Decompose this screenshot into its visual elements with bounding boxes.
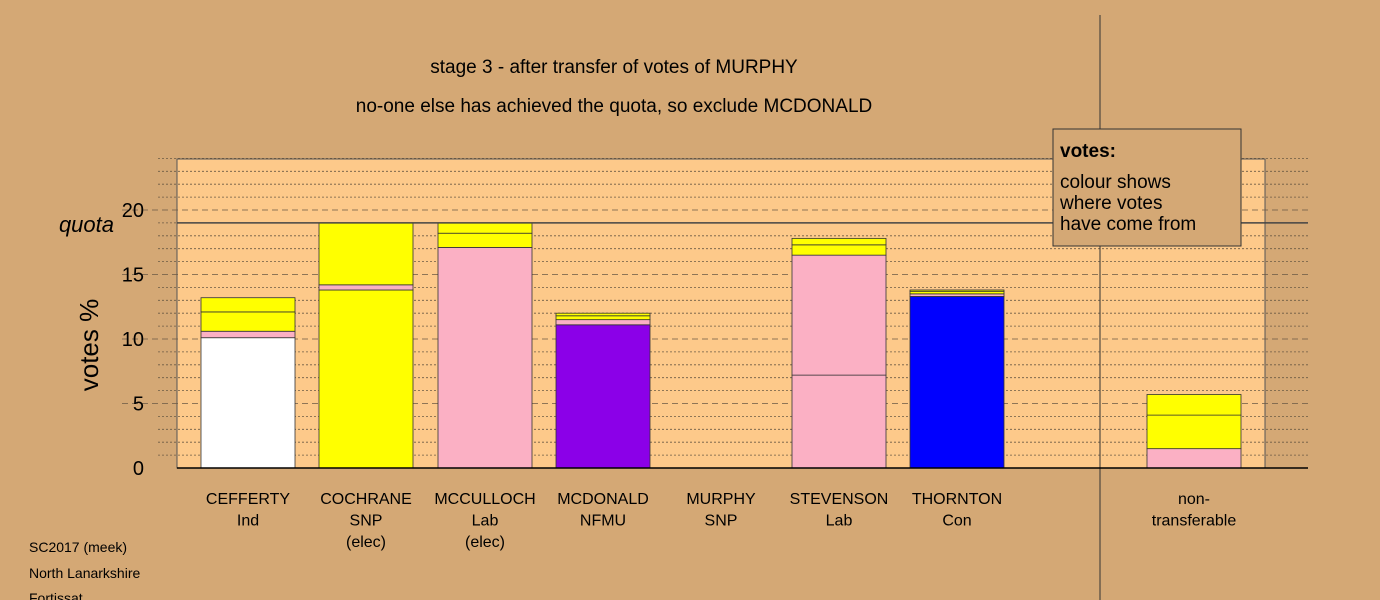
bar-segment	[555, 324, 651, 469]
legend-background	[1052, 128, 1242, 247]
y-axis-label: votes %	[74, 299, 104, 392]
bar-segment	[791, 374, 887, 469]
bar-segment	[437, 232, 533, 248]
bar-segment	[555, 319, 651, 326]
x-tick-label: Con	[942, 513, 971, 530]
legend-heading: votes:	[1060, 141, 1116, 162]
x-tick-label: SNP	[705, 513, 738, 530]
x-tick-label: Lab	[826, 513, 853, 530]
x-tick-label: non-	[1178, 491, 1210, 508]
bar-segment	[555, 315, 651, 321]
bar-segment	[200, 311, 296, 332]
y-tick-label: 10	[122, 329, 144, 351]
bar-segment	[437, 247, 533, 469]
y-tick-label: 20	[122, 200, 144, 222]
y-ticks: 0 5 10 15 20	[122, 200, 144, 480]
bar-segment	[909, 289, 1005, 292]
x-tick-label: Ind	[237, 513, 259, 530]
footer-line-1: SC2017 (meek)	[29, 539, 127, 555]
x-tick-label: SNP	[350, 513, 383, 530]
chart-subtitle: no-one else has achieved the quota, so e…	[356, 96, 872, 117]
x-tick-label: transferable	[1152, 513, 1237, 530]
x-tick-label: MCDONALD	[557, 491, 649, 508]
footer-line-3: Fortissat	[29, 590, 83, 600]
footer-line-2: North Lanarkshire	[29, 565, 140, 581]
legend-line-2: where votes	[1059, 193, 1162, 214]
bar-segment	[791, 237, 887, 246]
bar-segment	[1146, 394, 1242, 416]
bar-segment	[200, 337, 296, 469]
x-tick-label: MCCULLOCH	[434, 491, 535, 508]
x-tick-label: (elec)	[346, 534, 386, 551]
x-tick-label: MURPHY	[686, 491, 756, 508]
chart-title: stage 3 - after transfer of votes of MUR…	[430, 57, 798, 78]
quota-label: quota	[59, 212, 114, 237]
x-tick-label: THORNTON	[912, 491, 1002, 508]
bar-segment	[318, 222, 414, 286]
bar-segment	[200, 330, 296, 339]
legend-line-1: colour shows	[1060, 172, 1171, 193]
x-tick-label: COCHRANE	[320, 491, 412, 508]
bar-segment	[909, 296, 1005, 469]
x-tick-label: Lab	[472, 513, 499, 530]
y-tick-label: 0	[133, 458, 144, 480]
x-tick-label: STEVENSON	[790, 491, 889, 508]
legend-line-3: have come from	[1060, 214, 1196, 235]
bar-segment	[791, 254, 887, 376]
bar-segment	[318, 284, 414, 291]
y-tick-label: 5	[133, 394, 144, 416]
x-tick-label: NFMU	[580, 513, 626, 530]
x-tick-label: CEFFERTY	[206, 491, 290, 508]
x-labels: CEFFERTY Ind COCHRANE SNP (elec) MCCULLOCH Lab…	[206, 491, 1236, 551]
y-tick-label: 15	[122, 265, 144, 287]
bar-segment	[555, 312, 651, 317]
bar-segment	[791, 244, 887, 256]
bar-segment	[1146, 448, 1242, 469]
bars	[200, 222, 1242, 469]
x-tick-label: (elec)	[465, 534, 505, 551]
bar-segment	[200, 297, 296, 313]
bar-segment	[437, 222, 533, 234]
legend-box: votes: colour shows where votes have com…	[1052, 128, 1242, 247]
bar-segment	[318, 289, 414, 469]
bar-segment	[1146, 414, 1242, 450]
gridlines	[122, 157, 1308, 456]
